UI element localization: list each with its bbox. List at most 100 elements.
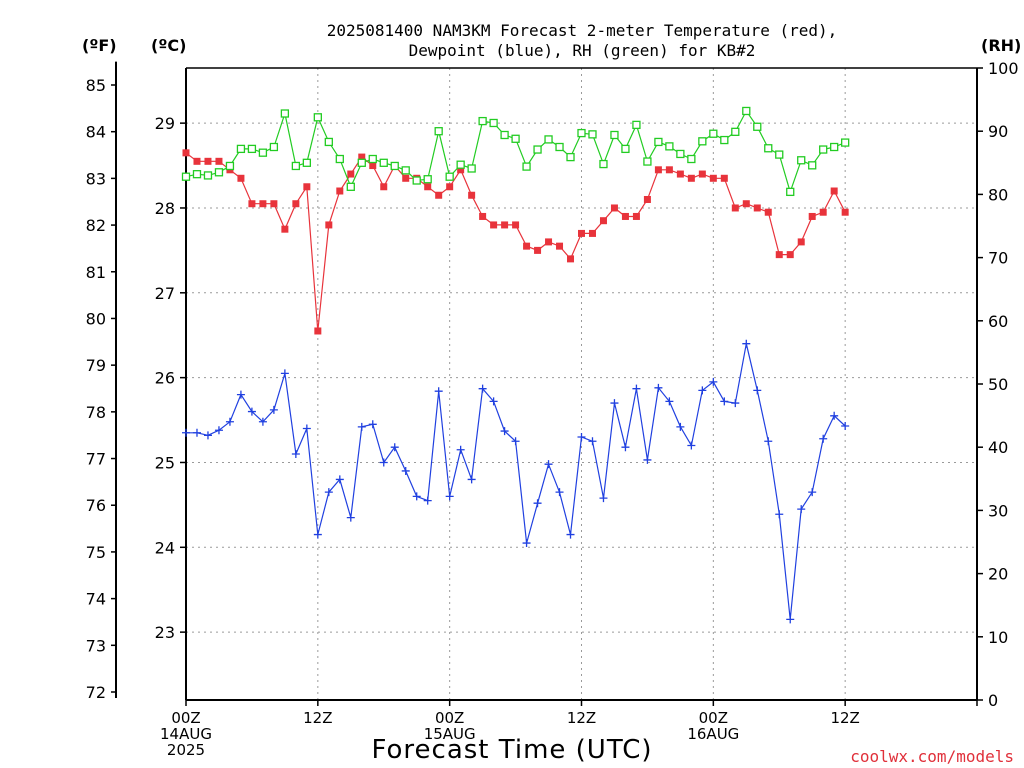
dewpoint-point: [236, 390, 245, 399]
dewpoint-point: [753, 386, 762, 395]
rh-point: [412, 176, 421, 185]
rh-point: [313, 113, 322, 122]
fahrenheit-tick-label: 85: [86, 76, 106, 95]
temperature-point: [358, 153, 366, 161]
rh-point: [434, 127, 443, 136]
chart-title-line1: 2025081400 NAM3KM Forecast 2-meter Tempe…: [327, 21, 838, 40]
rh-point: [830, 142, 839, 152]
temperature-point: [665, 166, 673, 174]
dewpoint-point: [247, 407, 256, 416]
rh-point: [566, 152, 575, 162]
temperature-point: [248, 200, 256, 208]
rh-point: [753, 122, 762, 131]
rh-point: [346, 182, 355, 191]
dewpoint-point: [577, 433, 586, 442]
dewpoint-point: [302, 424, 311, 433]
dewpoint-point: [291, 449, 300, 458]
dewpoint-point: [357, 422, 366, 431]
dewpoint-point: [687, 441, 696, 450]
axes: 72 73 74 75 76 77 78 79 80 81 82 83 84 85 23 24 25 26 27 28…: [86, 59, 1019, 759]
chart-title-line2: Dewpoint (blue), RH (green) for KB#2: [409, 41, 756, 60]
dewpoint-point: [214, 426, 223, 435]
temperature-point: [446, 183, 454, 191]
dewpoint-point: [720, 397, 729, 406]
fahrenheit-tick-label: 77: [86, 450, 106, 469]
celsius-tick-label: 26: [155, 369, 175, 388]
celsius-tick-label: 25: [155, 453, 175, 472]
temperature-point: [786, 251, 794, 259]
temperature-point: [468, 191, 476, 199]
celsius-tick-label: 28: [155, 199, 175, 218]
rh-unit-label: (RH): [981, 36, 1021, 55]
dewpoint-point: [280, 369, 289, 378]
temperature-point: [588, 229, 596, 237]
dewpoint-point: [335, 475, 344, 484]
temperature-point: [369, 162, 377, 170]
dewpoint-point: [379, 458, 388, 467]
dewpoint-point: [786, 615, 795, 624]
temperature-point: [556, 242, 564, 250]
rh-point: [577, 128, 586, 138]
dewpoint-point: [203, 431, 212, 440]
dewpoint-point: [511, 437, 520, 446]
rh-tick-label: 90: [988, 122, 1008, 141]
temperature-point: [314, 327, 322, 335]
temperature-point: [380, 183, 388, 191]
temperature-point: [567, 255, 575, 263]
dewpoint-point: [742, 339, 751, 348]
temperature-point: [204, 157, 212, 165]
dewpoint-point: [500, 427, 509, 436]
dewpoint-point: [368, 420, 377, 429]
dewpoint-point: [192, 428, 201, 437]
rh-point: [401, 166, 410, 175]
dewpoint-point: [775, 510, 784, 519]
dewpoint-point: [731, 399, 740, 408]
celsius-tick-label: 24: [155, 538, 175, 557]
dewpoint-point: [258, 417, 267, 426]
dewpoint-point: [533, 499, 542, 508]
dewpoint-point: [390, 443, 399, 452]
rh-point: [291, 161, 301, 171]
dewpoint-point: [346, 513, 355, 522]
temperature-point: [731, 204, 739, 212]
rh-tick-label: 10: [988, 628, 1008, 647]
temperature-point: [720, 174, 728, 182]
rh-point: [181, 172, 191, 181]
rh-tick-label: 50: [988, 375, 1008, 394]
x-tick-label: 14AUG: [160, 725, 212, 743]
dewpoint-point: [632, 384, 641, 393]
dewpoint-point: [478, 384, 487, 393]
series-line-rh: [185, 109, 846, 194]
credit-text[interactable]: coolwx.com/models: [850, 747, 1014, 766]
rh-point: [588, 130, 597, 139]
temperature-point: [621, 212, 629, 220]
rh-point: [665, 142, 674, 151]
dewpoint-point: [709, 377, 718, 386]
rh-point: [247, 144, 257, 154]
temperature-point: [764, 208, 772, 216]
rh-point: [621, 144, 630, 154]
x-axis-label: Forecast Time (UTC): [371, 735, 652, 765]
rh-point: [698, 137, 707, 146]
temperature-point: [457, 166, 465, 174]
temperature-point: [545, 238, 553, 246]
rh-point: [786, 187, 795, 197]
temperature-point: [775, 251, 783, 259]
temperature-point: [698, 170, 706, 178]
rh-point: [533, 145, 542, 154]
temperature-point: [599, 217, 607, 225]
rh-point: [676, 149, 685, 159]
fahrenheit-tick-label: 82: [86, 216, 106, 235]
rh-point: [423, 175, 432, 184]
series-line-temperature: [185, 152, 846, 332]
dewpoint-point: [566, 530, 575, 539]
dewpoint-point: [599, 494, 608, 503]
rh-point: [258, 148, 268, 157]
x-tick-label: 2025: [167, 741, 205, 759]
temperature-point: [347, 170, 355, 178]
dewpoint-point: [467, 475, 476, 484]
temperature-point: [259, 200, 267, 208]
rh-point: [192, 170, 202, 179]
dewpoint-point: [445, 492, 454, 501]
